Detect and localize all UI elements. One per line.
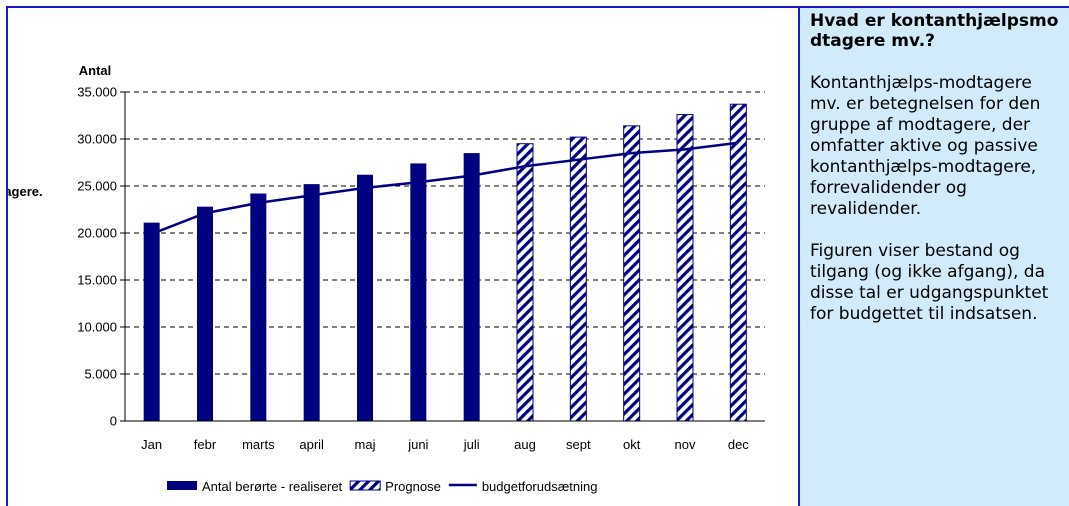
realiseret-bar [463,153,480,421]
realiseret-bar [197,206,213,421]
legend-swatch-prognose [349,480,381,491]
y-tick-label: 10.000 [77,320,117,335]
side-panel-paragraph-figure-note: Figuren viser bestand og tilgang (og ikk… [810,241,1049,324]
realiseret-bar [143,222,160,421]
budget-line [151,141,739,236]
legend-label: Antal berørte - realiseret [202,479,343,494]
legend-swatch-realiseret [167,481,197,490]
x-tick-label: juni [407,437,428,452]
prognose-bar [516,143,534,422]
x-tick-label: aug [514,437,536,452]
prognose-bar [569,136,587,422]
y-axis-title: Antal [79,63,112,78]
realiseret-bar [250,193,267,421]
x-tick-label: febr [194,437,217,452]
prognose-bar [676,114,694,422]
realiseret-bar [410,163,427,421]
x-tick-label: maj [355,437,376,452]
y-tick-label: 30.000 [77,132,117,147]
x-tick-label: nov [675,437,696,452]
bar-line-chart: 0 5.000 10.000 15.000 20.000 25.000 30.000 35.0… [8,63,765,494]
y-tick-label: 5.000 [84,367,117,382]
x-tick-label: juli [463,437,480,452]
x-tick-label: marts [242,437,275,452]
y-axis-side-label: tagere. [8,184,43,199]
y-tick-label: 35.000 [77,85,117,100]
prognose-bar [729,103,747,422]
y-tick-label: 20.000 [77,226,117,241]
x-tick-label: sept [566,437,591,452]
x-tick-label: Jan [141,437,162,452]
y-tick-label: 15.000 [77,273,117,288]
y-tick-label: 25.000 [77,179,117,194]
legend-label: budgetforudsætning [482,479,598,494]
x-tick-label: okt [623,437,641,452]
realiseret-bar [357,174,373,421]
prognose-bar [623,125,641,422]
frame-top-border [8,6,1069,8]
frame-left-border [6,6,8,506]
realiseret-bar [303,184,320,421]
side-panel-title: Hvad er kontanthjælpsmodtagere mv.? [810,11,1059,51]
side-panel-paragraph-definition: Kontanthjælps-modtagere mv. er betegnels… [810,73,1041,219]
legend-label: Prognose [385,479,441,494]
chart-area: 0 5.000 10.000 15.000 20.000 25.000 30.000 35.0… [8,8,798,506]
info-side-panel: Hvad er kontanthjælpsmodtagere mv.? Kont… [798,8,1069,506]
x-tick-label: april [299,437,324,452]
y-tick-label: 0 [110,414,117,429]
x-tick-label: dec [728,437,749,452]
